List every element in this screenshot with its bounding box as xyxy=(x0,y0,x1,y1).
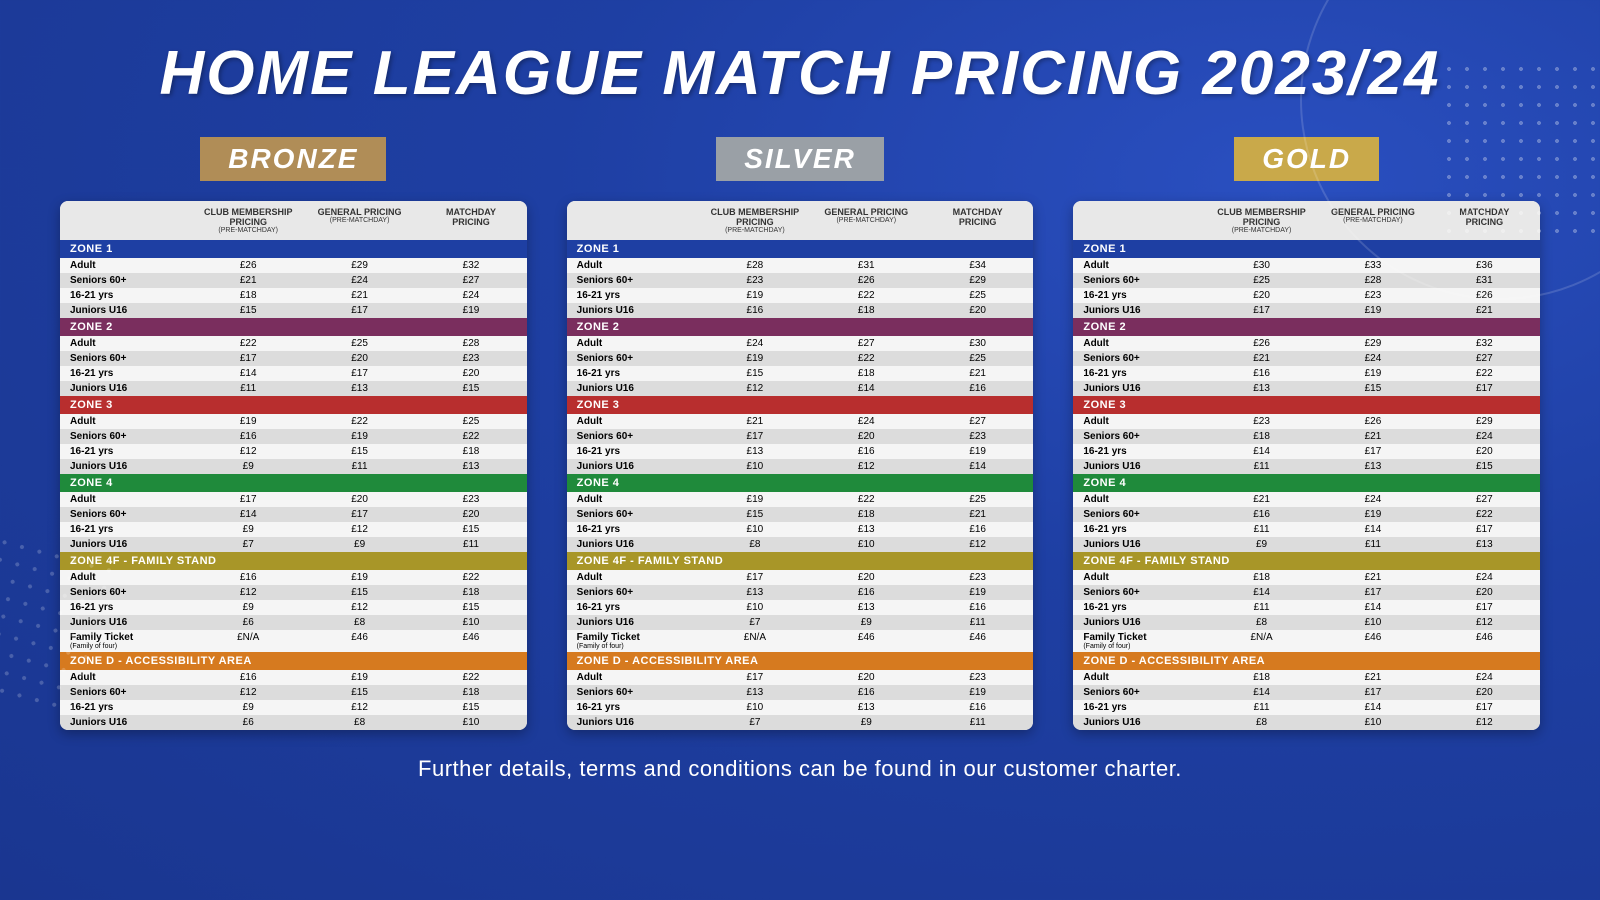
price-row: Adult£26£29£32 xyxy=(1073,336,1540,351)
price-row: Juniors U16£9£11£13 xyxy=(1073,537,1540,552)
price-row: Adult£16£19£22 xyxy=(60,570,527,585)
price-row: Adult£19£22£25 xyxy=(60,414,527,429)
price-row: Seniors 60+£12£15£18 xyxy=(60,585,527,600)
price-row: Seniors 60+£16£19£22 xyxy=(1073,507,1540,522)
zone-header: ZONE D - ACCESSIBILITY AREA xyxy=(60,652,527,670)
price-row: Adult£28£31£34 xyxy=(567,258,1034,273)
price-row: Adult£17£20£23 xyxy=(60,492,527,507)
price-row: Seniors 60+£14£17£20 xyxy=(1073,685,1540,700)
price-row: 16-21 yrs£9£12£15 xyxy=(60,600,527,615)
price-row: 16-21 yrs£16£19£22 xyxy=(1073,366,1540,381)
price-row: Seniors 60+£15£18£21 xyxy=(567,507,1034,522)
price-row: Juniors U16£8£10£12 xyxy=(567,537,1034,552)
zone-header: ZONE 4F - FAMILY STAND xyxy=(60,552,527,570)
price-row: Adult£21£24£27 xyxy=(567,414,1034,429)
price-row: Seniors 60+£23£26£29 xyxy=(567,273,1034,288)
price-row: Juniors U16£6£8£10 xyxy=(60,715,527,730)
price-row: Adult£26£29£32 xyxy=(60,258,527,273)
price-row: Seniors 60+£18£21£24 xyxy=(1073,429,1540,444)
zone-header: ZONE 4 xyxy=(1073,474,1540,492)
price-row: Family Ticket(Family of four)£N/A£46£46 xyxy=(60,630,527,652)
price-row: 16-21 yrs£13£16£19 xyxy=(567,444,1034,459)
zone-header: ZONE 2 xyxy=(1073,318,1540,336)
price-row: Adult£17£20£23 xyxy=(567,570,1034,585)
price-row: Juniors U16£16£18£20 xyxy=(567,303,1034,318)
price-row: Adult£18£21£24 xyxy=(1073,570,1540,585)
price-row: Juniors U16£12£14£16 xyxy=(567,381,1034,396)
price-row: Adult£22£25£28 xyxy=(60,336,527,351)
zone-header: ZONE 3 xyxy=(1073,396,1540,414)
price-row: Juniors U16£13£15£17 xyxy=(1073,381,1540,396)
price-row: Juniors U16£15£17£19 xyxy=(60,303,527,318)
price-row: Adult£23£26£29 xyxy=(1073,414,1540,429)
price-row: Seniors 60+£21£24£27 xyxy=(1073,351,1540,366)
price-row: Juniors U16£11£13£15 xyxy=(60,381,527,396)
price-row: Juniors U16£7£9£11 xyxy=(567,615,1034,630)
price-row: 16-21 yrs£9£12£15 xyxy=(60,700,527,715)
pricing-table: CLUB MEMBERSHIP PRICING(PRE-MATCHDAY)GEN… xyxy=(567,201,1034,730)
zone-header: ZONE 2 xyxy=(567,318,1034,336)
pricing-table: CLUB MEMBERSHIP PRICING(PRE-MATCHDAY)GEN… xyxy=(60,201,527,730)
zone-header: ZONE 1 xyxy=(60,240,527,258)
price-row: 16-21 yrs£19£22£25 xyxy=(567,288,1034,303)
price-row: Juniors U16£6£8£10 xyxy=(60,615,527,630)
price-row: 16-21 yrs£14£17£20 xyxy=(1073,444,1540,459)
price-row: 16-21 yrs£11£14£17 xyxy=(1073,700,1540,715)
price-row: Juniors U16£11£13£15 xyxy=(1073,459,1540,474)
price-row: 16-21 yrs£10£13£16 xyxy=(567,700,1034,715)
tier-silver: SILVER CLUB MEMBERSHIP PRICING(PRE-MATCHD… xyxy=(567,137,1034,730)
price-row: Juniors U16£8£10£12 xyxy=(1073,715,1540,730)
price-row: 16-21 yrs£18£21£24 xyxy=(60,288,527,303)
table-header: CLUB MEMBERSHIP PRICING(PRE-MATCHDAY)GEN… xyxy=(567,201,1034,240)
price-row: Juniors U16£9£11£13 xyxy=(60,459,527,474)
price-row: Adult£21£24£27 xyxy=(1073,492,1540,507)
table-header: CLUB MEMBERSHIP PRICING(PRE-MATCHDAY)GEN… xyxy=(60,201,527,240)
price-row: Family Ticket(Family of four)£N/A£46£46 xyxy=(567,630,1034,652)
price-row: 16-21 yrs£14£17£20 xyxy=(60,366,527,381)
zone-header: ZONE 2 xyxy=(60,318,527,336)
zone-header: ZONE D - ACCESSIBILITY AREA xyxy=(567,652,1034,670)
price-row: 16-21 yrs£11£14£17 xyxy=(1073,522,1540,537)
tier-badge: BRONZE xyxy=(200,137,386,181)
price-row: Seniors 60+£17£20£23 xyxy=(567,429,1034,444)
zone-header: ZONE 3 xyxy=(567,396,1034,414)
price-row: Seniors 60+£19£22£25 xyxy=(567,351,1034,366)
price-row: 16-21 yrs£9£12£15 xyxy=(60,522,527,537)
price-row: Juniors U16£10£12£14 xyxy=(567,459,1034,474)
footer-text: Further details, terms and conditions ca… xyxy=(0,756,1600,782)
price-row: Seniors 60+£16£19£22 xyxy=(60,429,527,444)
price-row: Adult£24£27£30 xyxy=(567,336,1034,351)
tier-badge: SILVER xyxy=(716,137,884,181)
tier-bronze: BRONZE CLUB MEMBERSHIP PRICING(PRE-MATCHD… xyxy=(60,137,527,730)
zone-header: ZONE 4F - FAMILY STAND xyxy=(1073,552,1540,570)
price-row: Adult£17£20£23 xyxy=(567,670,1034,685)
zone-header: ZONE 4F - FAMILY STAND xyxy=(567,552,1034,570)
price-row: Seniors 60+£14£17£20 xyxy=(1073,585,1540,600)
price-row: 16-21 yrs£10£13£16 xyxy=(567,600,1034,615)
price-row: Juniors U16£8£10£12 xyxy=(1073,615,1540,630)
zone-header: ZONE D - ACCESSIBILITY AREA xyxy=(1073,652,1540,670)
price-row: 16-21 yrs£12£15£18 xyxy=(60,444,527,459)
zone-header: ZONE 4 xyxy=(60,474,527,492)
zone-header: ZONE 4 xyxy=(567,474,1034,492)
price-row: 16-21 yrs£15£18£21 xyxy=(567,366,1034,381)
price-row: Juniors U16£7£9£11 xyxy=(567,715,1034,730)
price-row: Seniors 60+£13£16£19 xyxy=(567,685,1034,700)
price-row: 16-21 yrs£11£14£17 xyxy=(1073,600,1540,615)
price-row: Seniors 60+£12£15£18 xyxy=(60,685,527,700)
price-row: Adult£19£22£25 xyxy=(567,492,1034,507)
price-row: Seniors 60+£13£16£19 xyxy=(567,585,1034,600)
price-row: Seniors 60+£17£20£23 xyxy=(60,351,527,366)
price-row: Juniors U16£7£9£11 xyxy=(60,537,527,552)
zone-header: ZONE 1 xyxy=(567,240,1034,258)
price-row: Family Ticket(Family of four)£N/A£46£46 xyxy=(1073,630,1540,652)
price-row: Adult£18£21£24 xyxy=(1073,670,1540,685)
zone-header: ZONE 3 xyxy=(60,396,527,414)
price-row: 16-21 yrs£10£13£16 xyxy=(567,522,1034,537)
price-row: Juniors U16£17£19£21 xyxy=(1073,303,1540,318)
price-row: Adult£16£19£22 xyxy=(60,670,527,685)
price-row: Seniors 60+£21£24£27 xyxy=(60,273,527,288)
price-row: Seniors 60+£14£17£20 xyxy=(60,507,527,522)
